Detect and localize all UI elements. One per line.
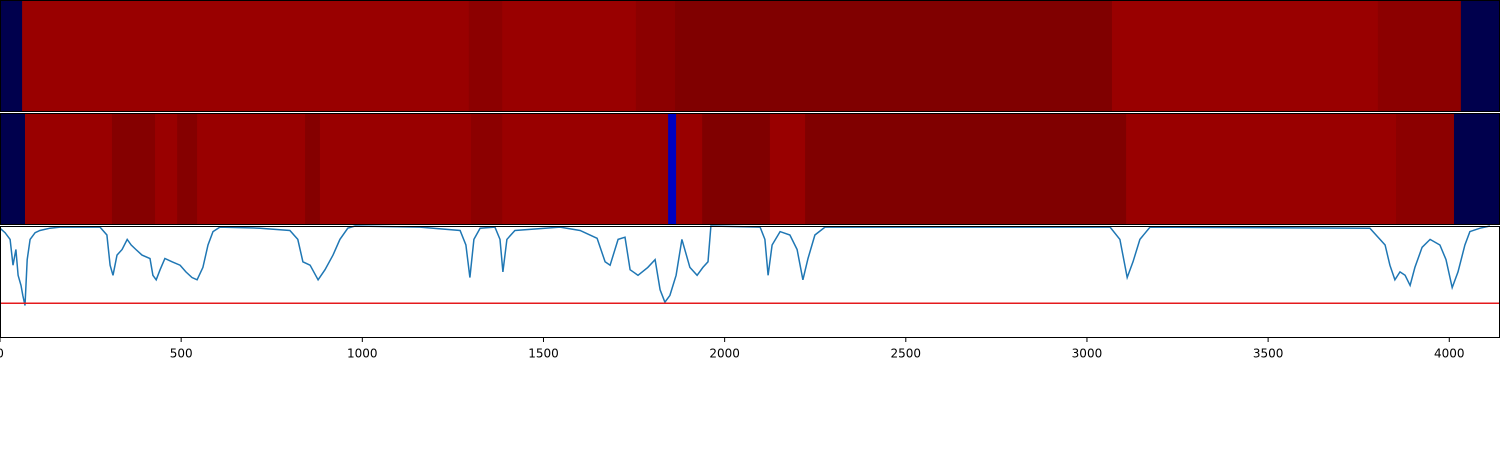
heatmap-cell [635, 0, 676, 112]
heatmap-cell [1460, 0, 1500, 112]
axes-frame [0, 226, 1500, 338]
x-tick-label: 3000 [1072, 347, 1103, 361]
heatmap-cell [702, 113, 771, 225]
data-line [0, 225, 1491, 306]
heatmap-cell [25, 113, 113, 225]
heatmap-cell [668, 113, 677, 225]
x-tick-label: 1500 [528, 347, 559, 361]
heatmap-cell [502, 113, 669, 225]
heatmap-cell [1111, 0, 1379, 112]
heatmap-cell [1396, 113, 1455, 225]
heatmap-cell [22, 0, 470, 112]
heatmap-cell [111, 113, 156, 225]
x-tick-label: 1000 [347, 347, 378, 361]
x-tick-label: 500 [170, 347, 193, 361]
heatmap-cell [769, 113, 806, 225]
heatmap-cell [0, 0, 23, 112]
x-tick-label: 4000 [1434, 347, 1465, 361]
x-tick-label: 2000 [709, 347, 740, 361]
heatmap-cell [1126, 113, 1397, 225]
heatmap-cell [805, 113, 1127, 225]
heatmap-cell [177, 113, 198, 225]
heatmap-cell [676, 113, 703, 225]
heatmap-cell [319, 113, 472, 225]
heatmap-cell [1453, 113, 1500, 225]
heatmap-cell [0, 113, 26, 225]
heatmap-cell [197, 113, 306, 225]
x-tick-label: 2500 [891, 347, 922, 361]
heatmap-cell [468, 0, 503, 112]
heatmap-cell [502, 0, 637, 112]
x-tick-label: 3500 [1253, 347, 1284, 361]
heatmap-cell [471, 113, 503, 225]
x-tick-label: 0 [0, 347, 4, 361]
heatmap-cell [1377, 0, 1462, 112]
heatmap-cell [675, 0, 1113, 112]
heatmap-cell [305, 113, 321, 225]
heatmap-cell [155, 113, 178, 225]
